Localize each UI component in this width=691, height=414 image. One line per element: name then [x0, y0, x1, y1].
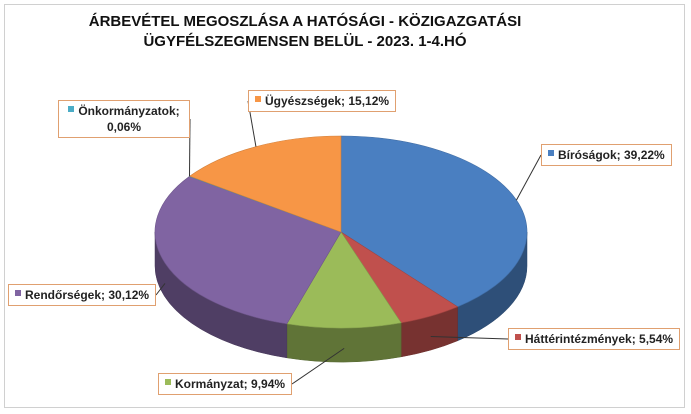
data-label-birosagok-text: Bíróságok; 39,22% [558, 148, 665, 162]
leader-line-hatterintezmenyek [430, 335, 509, 340]
data-label-hatterintezmenyek-text: Háttérintézmények; 5,54% [525, 332, 674, 346]
leader-lines [155, 100, 542, 385]
pie-slice-birosagok [340, 135, 528, 308]
data-label-hatterintezmenyek: Háttérintézmények; 5,54% [508, 328, 681, 350]
chart-title: ÁRBEVÉTEL MEGOSZLÁSA A HATÓSÁGI - KÖZIGA… [0, 12, 610, 52]
pie-top [154, 135, 528, 329]
pie-slice-rendorsegek [154, 176, 342, 325]
pie-slice-kormanyzat [286, 231, 402, 329]
series-key-hatterintezmenyek [515, 333, 521, 340]
pie-slice-ugyeszsegek [189, 135, 342, 233]
series-key-rendorsegek [15, 289, 21, 296]
data-label-birosagok: Bíróságok; 39,22% [541, 144, 672, 166]
leader-line-kormanyzat [291, 347, 345, 385]
data-label-ugyeszsegek: Ügyészségek; 15,12% [248, 90, 397, 112]
pie-side-walls [154, 231, 528, 363]
series-key-birosagok [548, 149, 554, 156]
series-key-ugyeszsegek [255, 95, 261, 102]
data-label-kormanyzat: Kormányzat; 9,94% [158, 373, 293, 395]
chart-title-line-1: ÁRBEVÉTEL MEGOSZLÁSA A HATÓSÁGI - KÖZIGA… [88, 13, 522, 30]
series-key-onkormanyzatok [68, 105, 75, 112]
data-label-ugyeszsegek-text: Ügyészségek; 15,12% [265, 94, 390, 108]
data-label-rendorsegek-text: Rendőrségek; 30,12% [25, 288, 150, 302]
pie-side-kormanyzat [286, 322, 402, 363]
chart-title-line-2: ÜGYFÉLSZEGMENSEN BELÜL - 2023. 1-4.HÓ [143, 33, 467, 50]
leader-line-rendorsegek [155, 283, 166, 296]
series-key-kormanyzat [165, 378, 171, 385]
data-label-rendorsegek: Rendőrségek; 30,12% [8, 284, 157, 306]
data-label-onkormanyzatok: Önkormányzatok; 0,06% [58, 100, 190, 138]
data-label-onkormanyzatok-text-2: 0,06% [106, 120, 142, 134]
data-label-onkormanyzatok-text-1: Önkormányzatok; [78, 104, 180, 118]
leader-line-birosagok [515, 154, 542, 201]
data-label-kormanyzat-text: Kormányzat; 9,94% [175, 377, 286, 391]
